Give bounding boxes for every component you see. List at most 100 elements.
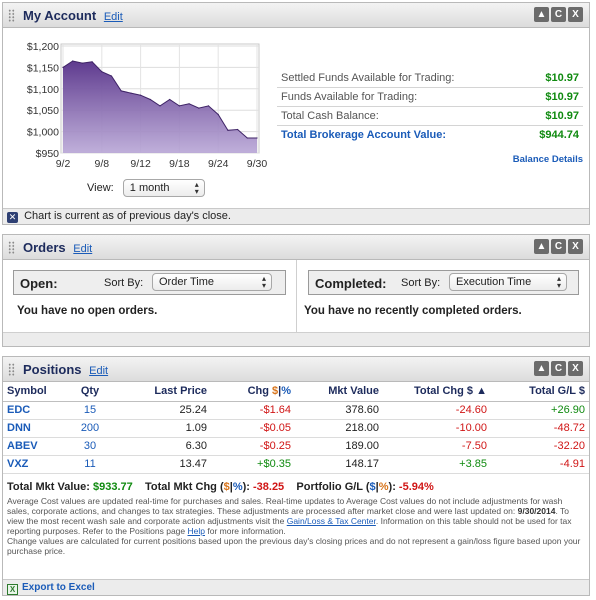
- collapse-icon[interactable]: ▲: [534, 239, 549, 254]
- account-header-buttons: ▲ C X: [534, 7, 583, 22]
- symbol-link[interactable]: ABEV: [3, 437, 65, 456]
- data-point: [227, 129, 229, 131]
- balance-row-settled: Settled Funds Available for Trading: $10…: [277, 69, 583, 88]
- positions-notes: Average Cost values are updated real-tim…: [7, 496, 585, 556]
- col-total-chg[interactable]: Total Chg $ ▲: [383, 382, 491, 402]
- x-tick-label: 9/24: [208, 158, 229, 170]
- gain-loss-link[interactable]: Gain/Loss & Tax Center: [286, 516, 376, 526]
- y-tick-label: $1,050: [27, 105, 59, 117]
- col-chg-label: Chg: [247, 385, 269, 398]
- balance-details-link[interactable]: Balance Details: [512, 154, 583, 165]
- positions-footer: X Export to Excel: [3, 579, 589, 595]
- symbol-link[interactable]: DNN: [3, 419, 65, 438]
- x-tick-label: 9/12: [130, 158, 151, 170]
- total-chg-percent-toggle[interactable]: %: [232, 481, 243, 493]
- view-period-value: 1 month: [129, 182, 170, 194]
- refresh-icon[interactable]: C: [551, 7, 566, 22]
- drag-grip-icon[interactable]: [8, 9, 15, 22]
- view-label: View:: [87, 181, 114, 194]
- x-tick-label: 9/2: [56, 158, 71, 170]
- close-icon[interactable]: X: [568, 7, 583, 22]
- col-last-price[interactable]: Last Price: [115, 382, 211, 402]
- data-point: [130, 92, 132, 94]
- completed-sort-select[interactable]: Execution Time ▴ ▾: [449, 273, 567, 291]
- account-footer: ✕ Chart is current as of previous day's …: [3, 208, 589, 224]
- col-mkt-value[interactable]: Mkt Value: [295, 382, 383, 402]
- chg-dollar-toggle[interactable]: $: [272, 385, 279, 398]
- mkt-value-cell: 378.60: [295, 401, 383, 420]
- account-title-text: My Account: [23, 8, 97, 23]
- qty-cell[interactable]: 15: [65, 401, 115, 420]
- qty-cell[interactable]: 200: [65, 419, 115, 438]
- select-arrows-icon: ▴ ▾: [194, 180, 199, 196]
- total-gl-cell: -4.91: [491, 455, 589, 474]
- chg-separator: |: [278, 385, 282, 398]
- open-orders-column: Open: Sort By: Order Time ▴ ▾ You have no…: [3, 260, 297, 346]
- gl-percent-toggle[interactable]: %: [378, 481, 389, 493]
- portfolio-gl-label-end: ):: [388, 481, 396, 493]
- col-chg[interactable]: Chg $|%: [211, 382, 295, 402]
- mkt-value-cell: 218.00: [295, 419, 383, 438]
- data-point: [188, 103, 190, 105]
- last-price-cell: 13.47: [115, 455, 211, 474]
- account-edit-link[interactable]: Edit: [103, 11, 123, 23]
- close-icon[interactable]: X: [568, 361, 583, 376]
- drag-grip-icon[interactable]: [8, 241, 15, 254]
- balance-value: $10.97: [545, 110, 579, 122]
- x-tick-label: 9/30: [247, 158, 268, 170]
- col-total-gl[interactable]: Total G/L $: [491, 382, 589, 402]
- data-point: [101, 71, 103, 73]
- total-mkt-chg-label-end: ):: [242, 481, 250, 493]
- orders-edit-link[interactable]: Edit: [73, 243, 93, 255]
- refresh-icon[interactable]: C: [551, 239, 566, 254]
- drag-grip-icon[interactable]: [8, 363, 15, 376]
- total-chg-dollar-toggle[interactable]: $: [223, 481, 230, 493]
- help-link[interactable]: Help: [187, 526, 205, 536]
- total-mkt-value: $933.77: [92, 481, 133, 493]
- qty-cell[interactable]: 11: [65, 455, 115, 474]
- table-row: VXZ 11 13.47 +$0.35 148.17 +3.85 -4.91: [3, 455, 589, 474]
- qty-cell[interactable]: 30: [65, 437, 115, 456]
- portfolio-gl: -5.94%: [398, 481, 434, 493]
- total-chg-cell: -7.50: [383, 437, 491, 456]
- collapse-icon[interactable]: ▲: [534, 361, 549, 376]
- positions-panel: Positions Edit ▲ C X Symbol Qty Last Pri…: [2, 356, 590, 596]
- info-icon: ✕: [7, 212, 18, 223]
- collapse-icon[interactable]: ▲: [534, 7, 549, 22]
- col-qty[interactable]: Qty: [65, 382, 115, 402]
- x-tick-label: 9/18: [169, 158, 190, 170]
- balance-label[interactable]: Total Brokerage Account Value:: [281, 129, 447, 141]
- gl-separator: |: [375, 481, 379, 493]
- last-price-cell: 25.24: [115, 401, 211, 420]
- open-sort-value: Order Time: [159, 276, 215, 288]
- positions-title-text: Positions: [23, 362, 82, 377]
- balance-value: $944.74: [539, 129, 579, 141]
- symbol-link[interactable]: VXZ: [3, 455, 65, 474]
- mkt-value-cell: 189.00: [295, 437, 383, 456]
- positions-header-row: Symbol Qty Last Price Chg $|% Mkt Value …: [3, 382, 589, 402]
- y-tick-label: $1,100: [27, 84, 59, 96]
- y-tick-label: $950: [36, 148, 60, 160]
- close-icon[interactable]: X: [568, 239, 583, 254]
- balance-value: $10.97: [545, 91, 579, 103]
- data-point: [246, 137, 248, 139]
- positions-edit-link[interactable]: Edit: [89, 365, 109, 377]
- chg-cell: +$0.35: [211, 455, 295, 474]
- gl-dollar-toggle[interactable]: $: [369, 481, 376, 493]
- open-orders-label: Open:: [20, 276, 58, 291]
- symbol-link[interactable]: EDC: [3, 401, 65, 420]
- orders-body: Open: Sort By: Order Time ▴ ▾ You have no…: [3, 260, 589, 346]
- export-excel-link[interactable]: Export to Excel: [22, 582, 95, 593]
- view-period-select[interactable]: 1 month ▴ ▾: [122, 179, 205, 197]
- chg-cell: -$0.25: [211, 437, 295, 456]
- data-point: [149, 98, 151, 101]
- col-symbol[interactable]: Symbol: [3, 382, 65, 402]
- data-point: [178, 105, 180, 107]
- positions-header: Positions Edit ▲ C X: [3, 357, 589, 382]
- data-point: [110, 75, 113, 77]
- open-sort-select[interactable]: Order Time ▴ ▾: [152, 273, 272, 291]
- refresh-icon[interactable]: C: [551, 361, 566, 376]
- chg-percent-toggle[interactable]: %: [281, 385, 291, 398]
- total-gl-cell: -48.72: [491, 419, 589, 438]
